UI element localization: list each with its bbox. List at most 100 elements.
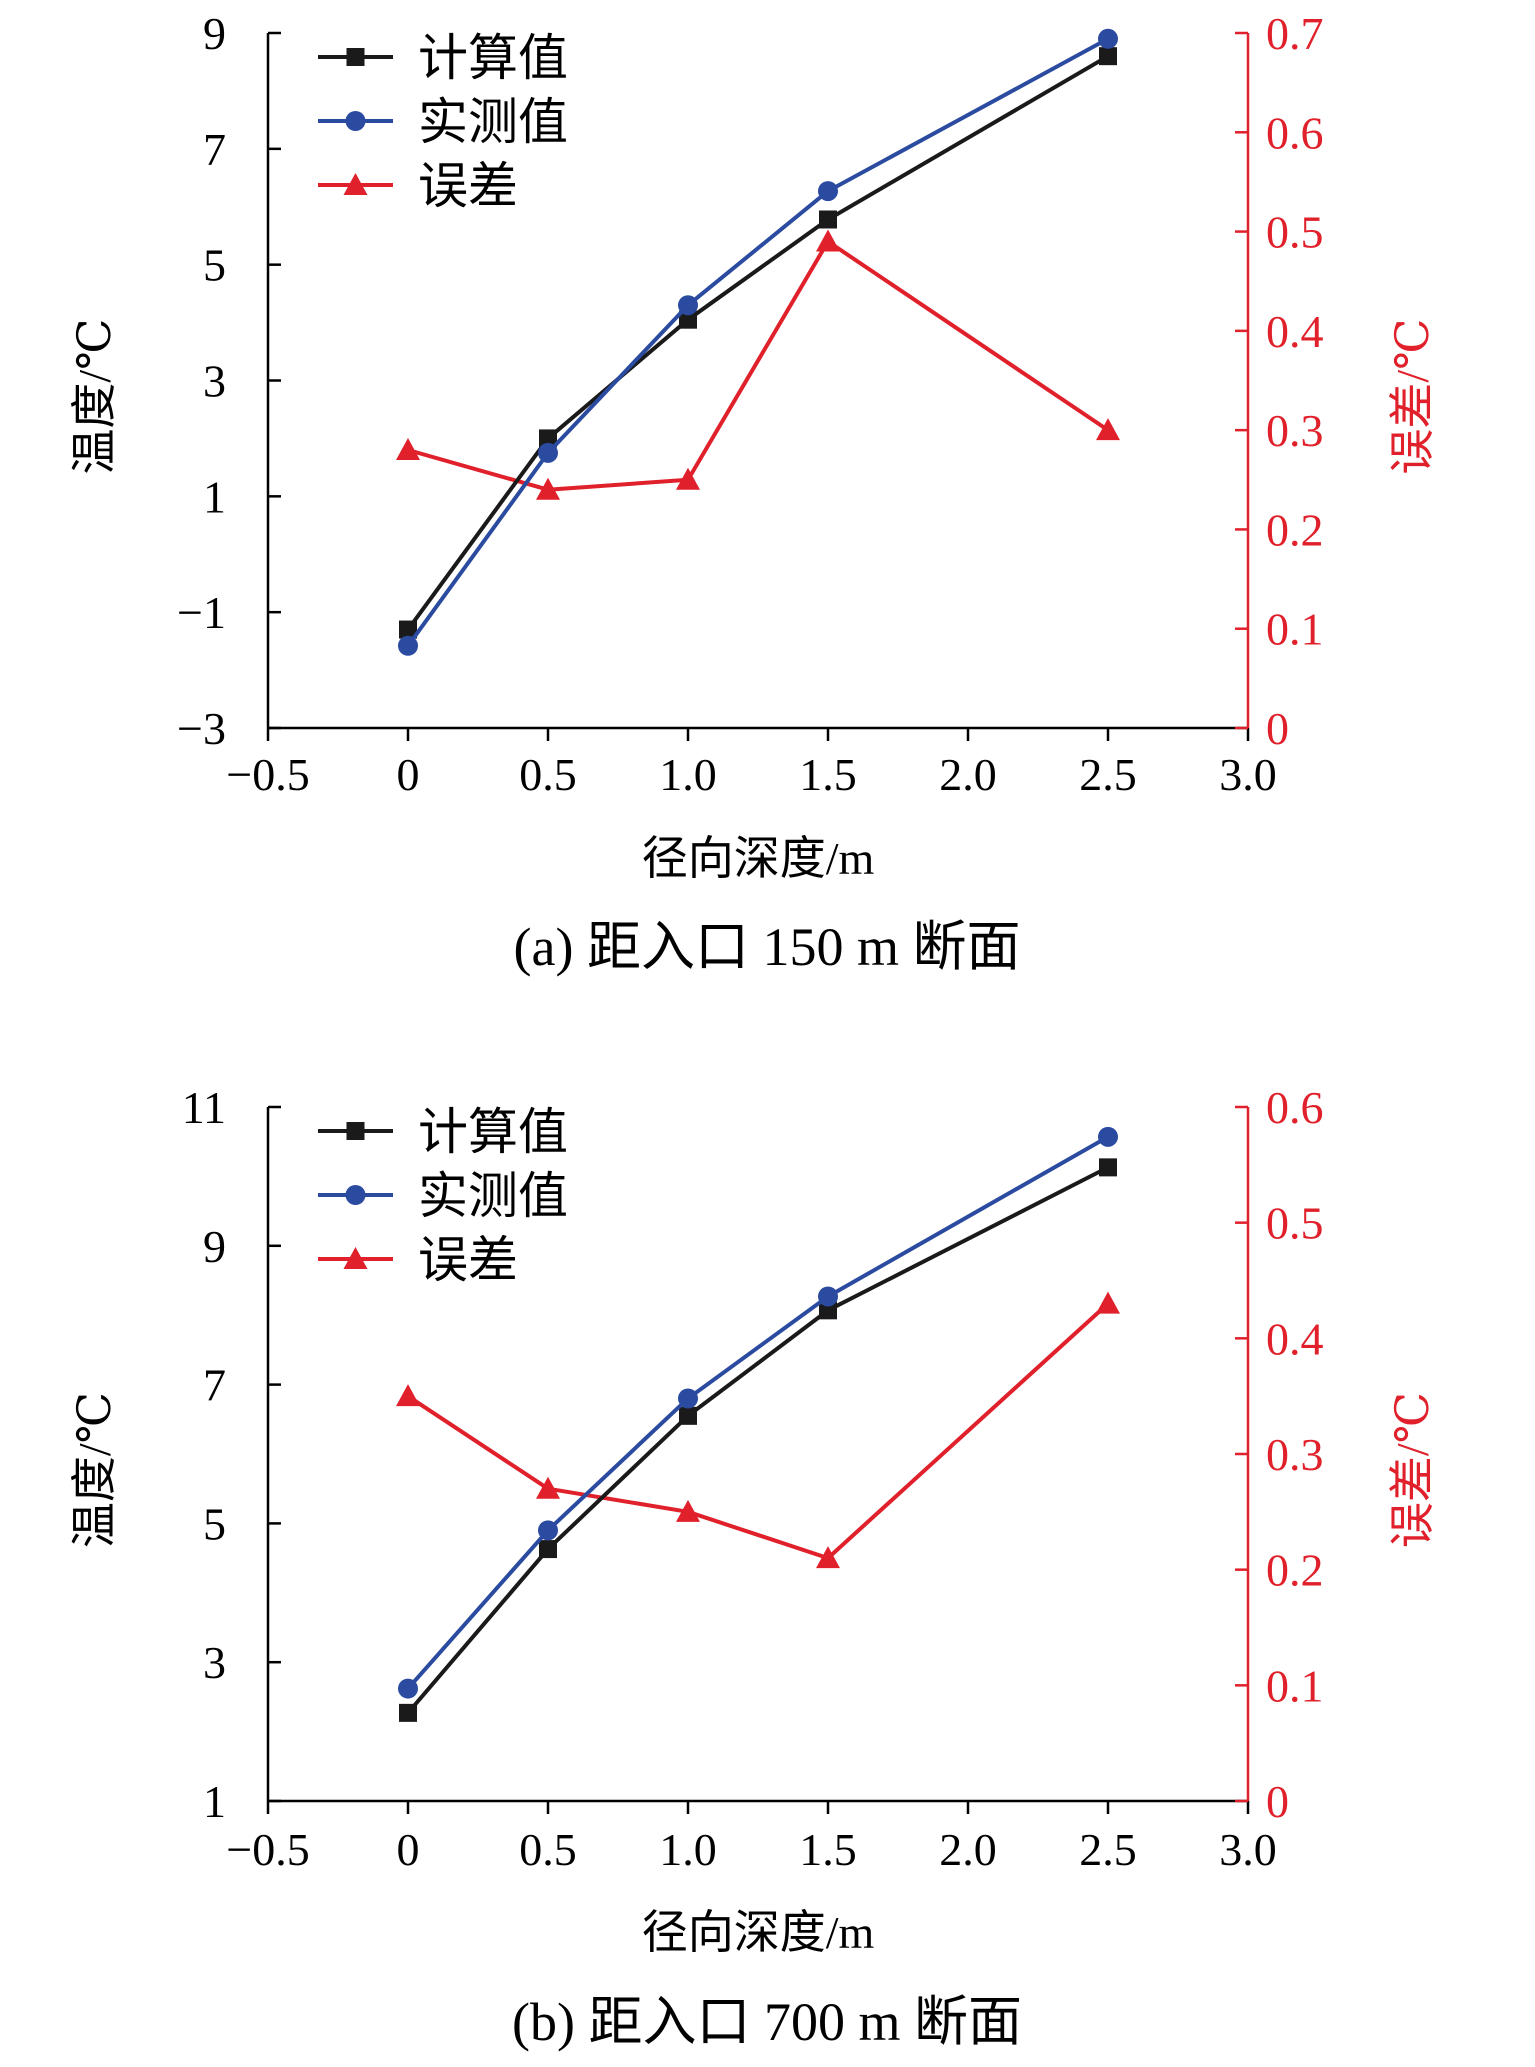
data-point bbox=[1099, 47, 1117, 66]
series-triangle bbox=[396, 1291, 1120, 1569]
legend-marker bbox=[343, 173, 368, 195]
data-point bbox=[818, 181, 838, 202]
y2-axis-title: 误差/℃ bbox=[1387, 1392, 1438, 1548]
x-tick-label: 0.5 bbox=[519, 749, 577, 800]
x-tick-label: 0 bbox=[397, 749, 420, 800]
y-tick-label: 9 bbox=[203, 1221, 226, 1272]
y-tick-label: 1 bbox=[203, 1776, 226, 1827]
y2-axis-title: 误差/℃ bbox=[1387, 318, 1438, 474]
data-point bbox=[538, 442, 558, 463]
y-tick-label: −3 bbox=[177, 703, 226, 754]
y-axis-title: 温度/℃ bbox=[69, 318, 120, 474]
data-point bbox=[819, 1301, 837, 1320]
x-tick-label: 3.0 bbox=[1219, 1824, 1277, 1875]
chart-caption: (a) 距入口 150 m 断面 bbox=[514, 917, 1021, 977]
y2-tick-label: 0.3 bbox=[1266, 1429, 1324, 1480]
series-square bbox=[399, 47, 1117, 639]
series-triangle bbox=[396, 229, 1120, 500]
y-tick-label: 3 bbox=[203, 356, 226, 407]
y2-tick-label: 0.1 bbox=[1266, 1660, 1324, 1711]
y2-tick-label: 0 bbox=[1266, 703, 1289, 754]
series-square bbox=[399, 1158, 1117, 1722]
y2-tick-label: 0.7 bbox=[1266, 8, 1324, 59]
legend-label: 误差 bbox=[418, 158, 518, 214]
legend-label: 实测值 bbox=[418, 94, 568, 150]
y2-tick-label: 0.2 bbox=[1266, 1545, 1324, 1596]
x-tick-label: 1.0 bbox=[659, 1824, 717, 1875]
y2-tick-label: 0.3 bbox=[1266, 405, 1324, 456]
data-point bbox=[818, 1286, 838, 1307]
y-tick-label: −1 bbox=[177, 587, 226, 638]
y2-tick-label: 0.6 bbox=[1266, 107, 1324, 158]
data-point bbox=[398, 635, 418, 656]
x-tick-label: 0 bbox=[397, 1824, 420, 1875]
y2-tick-label: 0.4 bbox=[1266, 1313, 1324, 1364]
y2-tick-label: 0.4 bbox=[1266, 306, 1324, 357]
x-tick-label: 2.5 bbox=[1079, 1824, 1137, 1875]
x-tick-label: 1.5 bbox=[799, 749, 857, 800]
data-point bbox=[536, 477, 560, 500]
data-point bbox=[1098, 1126, 1118, 1147]
legend-label: 误差 bbox=[418, 1232, 518, 1288]
data-point bbox=[1096, 1291, 1120, 1314]
y-axis-title: 温度/℃ bbox=[69, 1392, 120, 1548]
x-tick-label: 3.0 bbox=[1219, 749, 1277, 800]
y-tick-label: 5 bbox=[203, 1498, 226, 1549]
data-point bbox=[399, 1703, 417, 1722]
data-point bbox=[396, 438, 420, 460]
chart-panel-a: −0.5 0 0.5 1.0 1.5 2.0 2.5 3.0 −3 −1 1 3 5 7 9 0 0.1 0.2 0… bbox=[69, 8, 1438, 977]
x-axis-title: 径向深度/m bbox=[642, 1907, 875, 1958]
legend-marker bbox=[346, 48, 365, 66]
y-tick-label: 3 bbox=[203, 1637, 226, 1688]
data-point bbox=[539, 429, 557, 448]
data-point bbox=[678, 1388, 698, 1409]
chart-caption: (b) 距入口 700 m 断面 bbox=[512, 1992, 1022, 2052]
data-point bbox=[679, 1406, 697, 1425]
y2-tick-label: 0 bbox=[1266, 1776, 1289, 1827]
x-tick-label: 1.5 bbox=[799, 1824, 857, 1875]
data-point bbox=[816, 229, 840, 252]
data-point bbox=[1096, 418, 1120, 441]
x-tick-label: 1.0 bbox=[659, 749, 717, 800]
series-circle bbox=[398, 28, 1118, 656]
chart-panel-b: −0.5 0 0.5 1.0 1.5 2.0 2.5 3.0 1 3 5 7 9 11 0 0.1 0.2 0.3… bbox=[69, 1082, 1438, 2052]
data-point bbox=[396, 1384, 420, 1407]
x-tick-label: 0.5 bbox=[519, 1824, 577, 1875]
data-point bbox=[678, 295, 698, 316]
y-tick-label: 11 bbox=[182, 1082, 226, 1133]
y-tick-label: 7 bbox=[203, 1360, 226, 1411]
series-line bbox=[407, 239, 1110, 492]
data-point bbox=[536, 1476, 560, 1499]
data-point bbox=[398, 1678, 418, 1699]
data-point bbox=[399, 620, 417, 639]
x-tick-label: 2.0 bbox=[939, 749, 997, 800]
series-line bbox=[406, 1302, 1110, 1561]
data-point bbox=[676, 467, 700, 490]
data-point bbox=[538, 1520, 558, 1541]
data-point bbox=[819, 210, 837, 229]
legend-label: 实测值 bbox=[418, 1168, 568, 1224]
legend-marker bbox=[345, 1185, 366, 1205]
data-point bbox=[679, 310, 697, 329]
data-point bbox=[676, 1499, 700, 1522]
x-tick-label: −0.5 bbox=[226, 1824, 309, 1875]
y-tick-label: 5 bbox=[203, 240, 226, 291]
legend-marker bbox=[345, 111, 366, 131]
data-point bbox=[816, 1546, 840, 1569]
x-axis-title: 径向深度/m bbox=[642, 833, 875, 884]
data-point bbox=[539, 1540, 557, 1559]
series-circle bbox=[398, 1126, 1118, 1699]
y2-tick-label: 0.5 bbox=[1266, 207, 1324, 258]
legend-label: 计算值 bbox=[418, 1104, 568, 1160]
y2-tick-label: 0.1 bbox=[1266, 604, 1324, 655]
x-tick-label: 2.5 bbox=[1079, 749, 1137, 800]
y-tick-label: 9 bbox=[203, 8, 226, 59]
y2-tick-label: 0.6 bbox=[1266, 1082, 1324, 1133]
y-tick-label: 7 bbox=[203, 124, 226, 175]
x-tick-label: −0.5 bbox=[226, 749, 309, 800]
legend-marker bbox=[343, 1247, 368, 1269]
data-point bbox=[1098, 28, 1118, 49]
